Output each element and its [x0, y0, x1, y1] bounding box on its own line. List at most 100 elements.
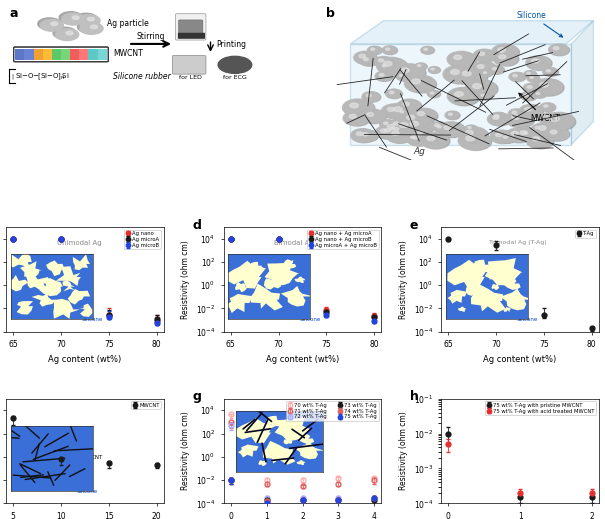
- Circle shape: [383, 122, 407, 136]
- Text: for ECG: for ECG: [223, 75, 247, 80]
- Text: Stirring: Stirring: [137, 32, 165, 40]
- Circle shape: [546, 128, 570, 141]
- Circle shape: [387, 107, 394, 112]
- Circle shape: [424, 48, 428, 50]
- FancyBboxPatch shape: [172, 56, 206, 74]
- Circle shape: [361, 110, 385, 123]
- Text: Silicone: Silicone: [516, 10, 563, 37]
- Circle shape: [355, 52, 378, 64]
- Circle shape: [534, 79, 564, 96]
- Circle shape: [404, 75, 435, 92]
- Circle shape: [408, 133, 432, 146]
- Circle shape: [375, 126, 397, 139]
- Circle shape: [406, 76, 437, 93]
- Circle shape: [434, 124, 449, 132]
- Circle shape: [493, 51, 518, 65]
- Circle shape: [394, 119, 424, 136]
- Circle shape: [443, 65, 475, 83]
- Circle shape: [393, 64, 425, 81]
- Circle shape: [381, 127, 402, 138]
- Circle shape: [397, 99, 420, 112]
- Circle shape: [411, 79, 420, 84]
- Legend: T-Ag: T-Ag: [575, 229, 597, 238]
- Circle shape: [418, 131, 423, 134]
- Circle shape: [511, 131, 518, 135]
- Circle shape: [526, 56, 551, 70]
- Circle shape: [532, 122, 559, 138]
- Text: Ag: Ag: [414, 147, 425, 156]
- Text: Trimodal Ag: Trimodal Ag: [274, 414, 316, 424]
- Circle shape: [473, 62, 497, 76]
- FancyBboxPatch shape: [61, 49, 70, 60]
- Circle shape: [473, 84, 482, 89]
- Circle shape: [379, 62, 393, 71]
- Circle shape: [379, 63, 394, 71]
- Circle shape: [468, 127, 471, 129]
- Circle shape: [532, 59, 538, 63]
- Circle shape: [462, 71, 471, 76]
- Circle shape: [401, 68, 410, 73]
- Circle shape: [481, 71, 492, 76]
- Circle shape: [356, 132, 363, 135]
- Circle shape: [397, 73, 410, 80]
- Circle shape: [344, 100, 375, 117]
- Circle shape: [395, 65, 426, 82]
- FancyBboxPatch shape: [33, 49, 43, 60]
- FancyBboxPatch shape: [178, 33, 205, 39]
- FancyBboxPatch shape: [178, 20, 203, 34]
- Circle shape: [535, 60, 538, 61]
- Circle shape: [495, 48, 508, 56]
- Circle shape: [379, 74, 384, 76]
- Circle shape: [525, 71, 537, 78]
- Circle shape: [477, 65, 484, 69]
- Circle shape: [379, 59, 384, 62]
- Circle shape: [400, 112, 428, 128]
- Text: Silicone: Silicone: [505, 316, 538, 322]
- Circle shape: [492, 67, 497, 70]
- Circle shape: [434, 124, 448, 132]
- Circle shape: [544, 105, 548, 107]
- Circle shape: [414, 129, 431, 139]
- Circle shape: [403, 117, 433, 134]
- Circle shape: [375, 71, 393, 81]
- Circle shape: [368, 47, 382, 54]
- Circle shape: [422, 47, 434, 54]
- Circle shape: [454, 55, 462, 60]
- Circle shape: [498, 50, 502, 52]
- Circle shape: [546, 70, 551, 72]
- Polygon shape: [571, 21, 594, 145]
- FancyBboxPatch shape: [70, 49, 79, 60]
- Circle shape: [512, 111, 517, 114]
- Circle shape: [430, 92, 434, 94]
- Circle shape: [387, 126, 401, 134]
- Circle shape: [460, 128, 488, 143]
- Circle shape: [427, 136, 435, 141]
- X-axis label: Ag content (wt%): Ag content (wt%): [483, 354, 557, 364]
- Circle shape: [527, 86, 532, 88]
- Circle shape: [80, 22, 103, 34]
- Circle shape: [437, 122, 465, 137]
- Circle shape: [507, 129, 532, 143]
- Circle shape: [479, 93, 492, 100]
- Circle shape: [390, 126, 409, 136]
- Circle shape: [544, 127, 569, 141]
- Circle shape: [87, 17, 94, 21]
- Circle shape: [509, 72, 525, 81]
- Circle shape: [488, 113, 510, 126]
- Circle shape: [422, 133, 450, 149]
- Circle shape: [428, 91, 440, 98]
- Circle shape: [524, 84, 541, 93]
- Circle shape: [533, 78, 563, 95]
- Circle shape: [437, 126, 441, 128]
- Text: for LED: for LED: [179, 75, 202, 80]
- Circle shape: [444, 126, 451, 130]
- Legend: Ag nano + Ag microA, Ag nano + Ag microB, Ag microA + Ag microB: Ag nano + Ag microA, Ag nano + Ag microB…: [307, 229, 379, 249]
- Circle shape: [519, 104, 542, 117]
- Circle shape: [53, 27, 76, 39]
- Legend: 75 wt% T-Ag with pristine MWCNT, 75 wt% T-Ag with acid treated MWCNT: 75 wt% T-Ag with pristine MWCNT, 75 wt% …: [485, 401, 597, 415]
- Circle shape: [429, 67, 440, 73]
- Circle shape: [401, 112, 430, 128]
- Circle shape: [351, 129, 374, 142]
- Circle shape: [526, 133, 552, 148]
- Text: MWCNT: MWCNT: [267, 432, 305, 442]
